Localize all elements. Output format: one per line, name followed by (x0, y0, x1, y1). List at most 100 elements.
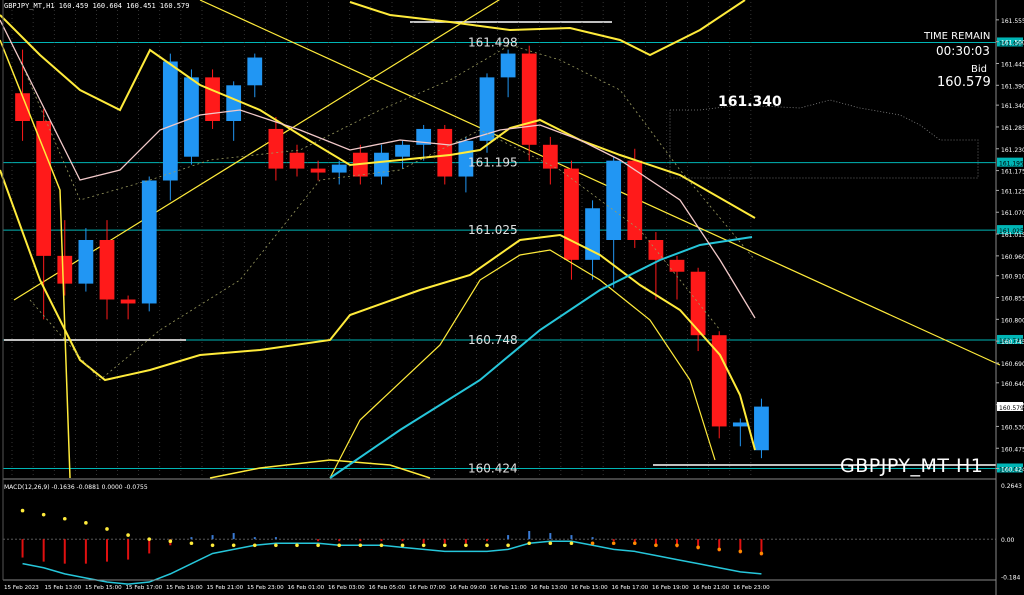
level-axis-tag (997, 37, 1023, 47)
macd-signal-dot (20, 508, 25, 513)
y-tick-label: 161.285 (1001, 125, 1024, 132)
time-remain-label: TIME REMAIN (924, 31, 991, 42)
ma-cyan (329, 236, 753, 479)
x-tick-label: 16 Feb 23:00 (733, 585, 770, 591)
ma-inner (329, 249, 716, 479)
candle-body (374, 152, 389, 177)
level-label: 161.498 (468, 35, 518, 49)
level-label: 161.025 (468, 223, 518, 237)
macd-signal-dot (654, 543, 658, 548)
candle-body (732, 422, 748, 427)
macd-signal-dot (738, 549, 743, 554)
level-label: 160.748 (468, 333, 518, 347)
macd-signal-dot (358, 543, 363, 548)
level-axis-tag-label: 161.195 (999, 161, 1024, 168)
y-tick-label: 160.690 (1001, 361, 1024, 368)
candle-body (99, 240, 115, 300)
ma-left-fast (0, 39, 71, 479)
candle-body (120, 299, 136, 304)
big-price-label: 161.340 (718, 94, 782, 110)
macd-signal-dot (696, 545, 700, 550)
x-tick-label: 16 Feb 15:00 (571, 585, 608, 591)
x-tick-label: 16 Feb 21:00 (693, 585, 730, 591)
candle-body (247, 57, 263, 86)
trend-line-down (199, 0, 1001, 366)
macd-signal-dot (126, 533, 130, 537)
macd-line (22, 540, 762, 585)
candle-body (564, 168, 579, 260)
macd-signal-dot (506, 543, 510, 548)
level-axis-tag-label: 161.498 (999, 40, 1024, 47)
macd-signal-dot (252, 543, 257, 548)
macd-signal-dot (717, 547, 722, 552)
trend-line-up (13, 0, 500, 301)
macd-title: MACD(12,26,9) -0.1636 -0.0881 0.0000 -0.… (4, 484, 148, 491)
candle-body (57, 255, 73, 284)
macd-signal-dot (379, 543, 384, 548)
macd-signal-dot (295, 543, 299, 548)
macd-signal-dot (105, 527, 109, 531)
macd-signal-dot (611, 541, 616, 546)
y-tick-label: 160.640 (1001, 381, 1024, 388)
x-tick-label: 15 Feb 21:00 (207, 585, 244, 591)
x-tick-label: 16 Feb 09:00 (450, 585, 487, 591)
level-label: 160.424 (468, 461, 518, 475)
candle-body (606, 160, 622, 240)
macd-signal-dot (337, 543, 342, 548)
x-tick-label: 16 Feb 17:00 (612, 585, 649, 591)
macd-signal-dot (675, 543, 679, 548)
macd-signal-dot (274, 543, 278, 548)
y-tick-label: 160.800 (1001, 317, 1024, 324)
y-tick-label: 161.500 (1001, 40, 1024, 47)
y-tick-label: 161.445 (1001, 61, 1024, 68)
x-tick-label: 15 Feb 17:00 (126, 585, 163, 591)
x-tick-label: 15 Feb 23:00 (247, 585, 284, 591)
macd-signal-dot (548, 541, 553, 546)
candle-body (36, 121, 52, 256)
y-tick-label: 161.125 (1001, 188, 1024, 195)
candle-body (585, 208, 600, 260)
macd-signal-dot (168, 539, 173, 544)
macd-signal-dot (147, 537, 152, 541)
cloud-outline (669, 99, 979, 179)
macd-signal-dot (316, 543, 320, 548)
candle-body (331, 164, 347, 173)
macd-signal-dot (759, 551, 764, 556)
candle-body (226, 85, 242, 121)
macd-signal-dot (527, 541, 532, 546)
candle-body (458, 140, 474, 177)
y-tick-label: 160.424 (1001, 466, 1024, 473)
x-tick-label: 16 Feb 13:00 (531, 585, 568, 591)
candle-body (141, 180, 157, 304)
candle-body (542, 144, 558, 169)
bid-value: 160.579 (937, 75, 991, 90)
candle-body (669, 259, 685, 272)
candle-body (78, 240, 94, 284)
y-tick-label: 161.555 (1001, 18, 1024, 25)
x-tick-label: 15 Feb 13:00 (45, 585, 82, 591)
y-tick-label: 160.960 (1001, 254, 1024, 261)
macd-signal-dot (442, 543, 447, 548)
macd-signal-dot (41, 512, 46, 517)
ma-pink (0, 19, 756, 319)
candle-body (711, 335, 727, 427)
macd-y-tick-label: -0.184 (1001, 575, 1021, 582)
y-tick-label: 161.340 (1001, 103, 1024, 110)
y-tick-label: 160.910 (1001, 274, 1024, 281)
y-tick-label: 161.390 (1001, 83, 1024, 90)
level-axis-tag (997, 225, 1023, 235)
level-axis-tag (997, 334, 1023, 344)
macd-signal-dot (590, 541, 595, 546)
x-tick-label: 15 Feb 19:00 (166, 585, 203, 591)
macd-signal-dot (231, 543, 236, 548)
candle-body (15, 93, 30, 121)
x-tick-label: 16 Feb 05:00 (369, 585, 406, 591)
x-tick-label: 16 Feb 19:00 (652, 585, 689, 591)
symbol-info: GBPJPY_MT,H1 160.459 160.604 160.451 160… (4, 2, 190, 10)
bid-axis-tag (997, 401, 1023, 411)
x-tick-label: 16 Feb 01:00 (288, 585, 325, 591)
macd-signal-dot (464, 543, 468, 548)
macd-y-tick-label: 0.00 (1001, 537, 1015, 544)
